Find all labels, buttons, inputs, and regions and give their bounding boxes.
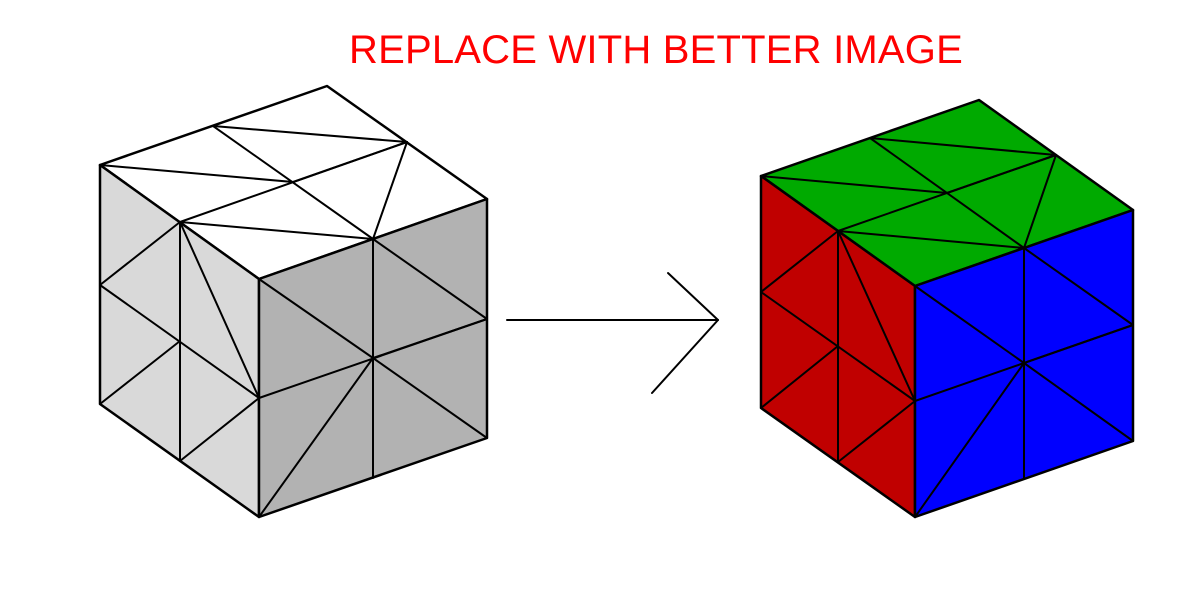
page-title: REPLACE WITH BETTER IMAGE [349,28,963,72]
arrow-head-lower [651,319,719,394]
arrow-head-upper [667,272,719,321]
right-cube-mesh-lines [760,137,1134,518]
left-cube [98,84,489,519]
right-cube [759,98,1135,519]
arrow [506,272,719,394]
left-cube-mesh-lines [99,125,488,518]
